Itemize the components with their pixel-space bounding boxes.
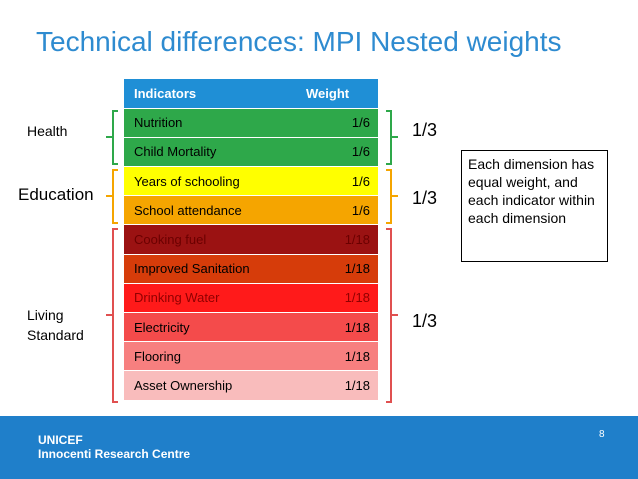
weight-cell: 1/6 [296, 108, 378, 138]
table-row: Cooking fuel 1/18 [124, 224, 378, 255]
indicator-cell: Nutrition [124, 108, 296, 138]
indicator-cell: Electricity [124, 312, 296, 343]
mpi-weights-table: Indicators Weight Nutrition 1/6 Child Mo… [124, 79, 378, 401]
indicator-cell: Improved Sanitation [124, 254, 296, 284]
living-standard-bracket-right [386, 228, 398, 403]
weight-cell: 1/18 [296, 283, 378, 314]
indicator-cell: Asset Ownership [124, 370, 296, 401]
table-row: Improved Sanitation 1/18 [124, 254, 378, 284]
equal-weight-note: Each dimension has equal weight, and eac… [461, 150, 608, 262]
indicator-cell: Child Mortality [124, 137, 296, 168]
indicator-cell: School attendance [124, 195, 296, 226]
living-standard-label-line2: Standard [27, 327, 84, 343]
health-bracket-left [106, 110, 118, 165]
indicator-cell: Drinking Water [124, 283, 296, 314]
indicator-cell: Flooring [124, 341, 296, 372]
footer-bar: UNICEF Innocenti Research Centre 8 [0, 416, 638, 479]
education-share: 1/3 [412, 188, 438, 208]
health-bracket-right [386, 110, 398, 165]
education-bracket-right [386, 169, 398, 224]
table-row: Nutrition 1/6 [124, 108, 378, 138]
health-label: Health [27, 123, 68, 139]
footer-org-subtitle: Innocenti Research Centre [38, 447, 191, 461]
weight-cell: 1/6 [296, 166, 378, 197]
footer-org-name: UNICEF [38, 433, 83, 447]
weight-cell: 1/6 [296, 195, 378, 226]
living-standard-bracket-left [106, 228, 118, 403]
table-row: Asset Ownership 1/18 [124, 370, 378, 401]
education-label: Education [18, 185, 94, 204]
weight-cell: 1/6 [296, 137, 378, 168]
education-bracket-left [106, 169, 118, 224]
header-indicators: Indicators [124, 79, 296, 109]
living-standard-label-line1: Living [27, 307, 64, 323]
table-row: Child Mortality 1/6 [124, 137, 378, 168]
living-standard-share: 1/3 [412, 311, 438, 331]
table-row: Electricity 1/18 [124, 312, 378, 343]
weight-cell: 1/18 [296, 312, 378, 343]
table-row: Years of schooling 1/6 [124, 166, 378, 197]
indicator-cell: Years of schooling [124, 166, 296, 197]
header-weight: Weight [296, 79, 378, 109]
weight-cell: 1/18 [296, 254, 378, 284]
weight-cell: 1/18 [296, 341, 378, 372]
weight-cell: 1/18 [296, 370, 378, 401]
health-share: 1/3 [412, 120, 438, 140]
table-row: School attendance 1/6 [124, 195, 378, 226]
page-number: 8 [599, 429, 605, 440]
indicator-cell: Cooking fuel [124, 224, 296, 255]
slide-title: Technical differences: MPI Nested weight… [36, 26, 562, 57]
table-header-row: Indicators Weight [124, 79, 378, 109]
table-row: Flooring 1/18 [124, 341, 378, 372]
table-row: Drinking Water 1/18 [124, 283, 378, 314]
weight-cell: 1/18 [296, 224, 378, 255]
